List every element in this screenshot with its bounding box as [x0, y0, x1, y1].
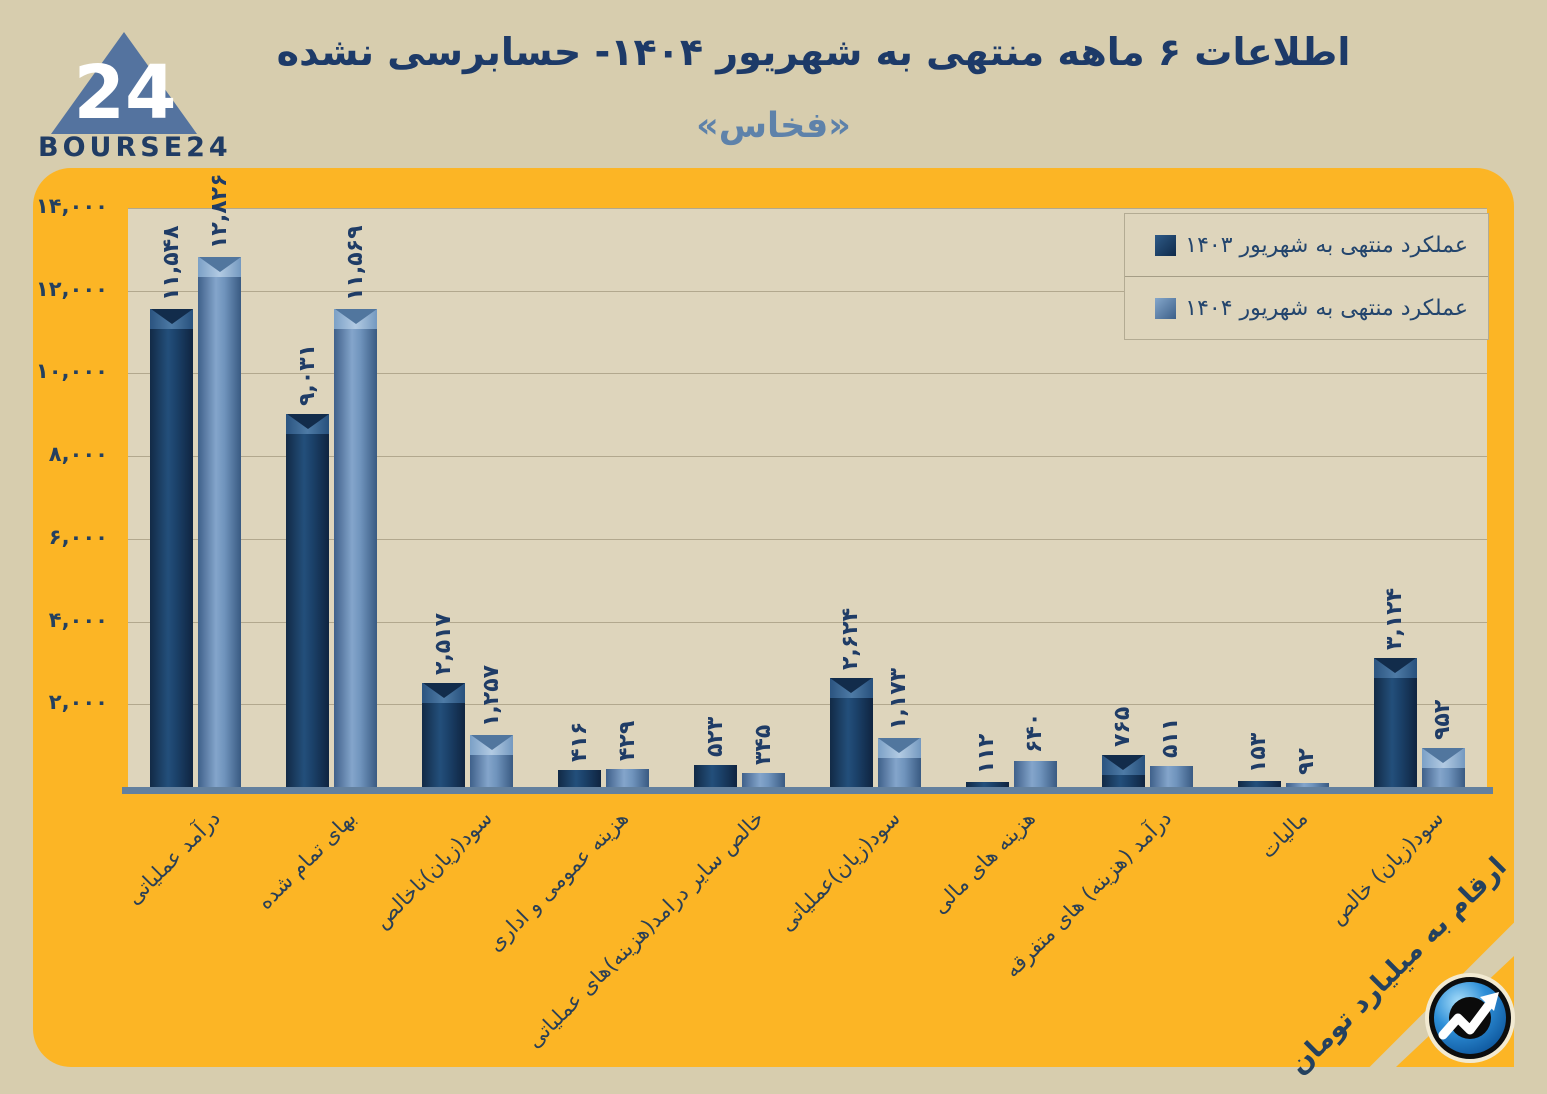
bar-series1-cat2: [470, 735, 514, 787]
bar-series0-cat4: [694, 765, 738, 787]
bar-value-label: ۴۱۶: [566, 721, 592, 762]
bar-cap-notch: [286, 414, 329, 429]
bar-series0-cat7: [1101, 755, 1145, 787]
bar-value-label: ۱,۱۷۳: [886, 667, 912, 730]
bar-series1-cat0: [198, 257, 242, 787]
bar-value-label: ۱,۲۵۷: [478, 664, 504, 727]
gridline: [128, 291, 1487, 292]
bar-cap-notch: [198, 257, 241, 272]
x-axis-baseline: [122, 787, 1493, 794]
bar-series1-cat9: [1421, 748, 1465, 787]
bar-cap-notch: [1102, 755, 1145, 770]
bourse24-logo: 24 BOURSE24: [38, 30, 232, 163]
bar-value-label: ۳۴۵: [750, 724, 776, 765]
bar-cap: [286, 414, 330, 434]
bar-value-label: ۵۲۳: [702, 716, 728, 757]
bar-cap: [1101, 755, 1145, 775]
bar-value-label: ۶۴۰: [1022, 712, 1048, 753]
bar-value-label: ۷۶۵: [1110, 706, 1136, 747]
bar-value-label: ۱۱,۵۶۹: [342, 225, 368, 302]
bar-series1-cat1: [334, 309, 378, 787]
bar-series1-cat4: [742, 773, 786, 787]
bar-series0-cat6: [965, 782, 1009, 787]
bar-cap: [1421, 748, 1465, 768]
legend-swatch-1403-icon: [1155, 234, 1176, 256]
bar-cap-notch: [334, 309, 377, 324]
bar-value-label: ۱۵۳: [1246, 732, 1272, 773]
bar-series0-cat0: [150, 309, 194, 787]
bourse24-trend-icon: [1424, 972, 1516, 1064]
legend-label-1404: عملکرد منتهی به شهریور ۱۴۰۴: [1185, 295, 1468, 321]
bar-cap-notch: [422, 683, 465, 698]
bar-value-label: ۱۲,۸۲۶: [206, 173, 232, 250]
bar-series0-cat8: [1237, 781, 1281, 787]
bar-value-label: ۹۲: [1294, 748, 1320, 775]
gridline: [128, 208, 1487, 209]
legend: عملکرد منتهی به شهریور ۱۴۰۳ عملکرد منتهی…: [1124, 213, 1489, 340]
bar-series1-cat8: [1285, 783, 1329, 787]
bar-cap-notch: [470, 735, 513, 750]
bar-cap: [198, 257, 242, 277]
gridline: [128, 622, 1487, 623]
bar-series1-cat6: [1013, 761, 1057, 787]
gridline: [128, 456, 1487, 457]
bar-value-label: ۳,۱۲۴: [1382, 587, 1408, 650]
bar-cap-notch: [878, 738, 921, 753]
bar-value-label: ۵۱۱: [1158, 717, 1184, 758]
bar-value-label: ۲,۵۱۷: [430, 612, 456, 675]
bourse24-triangle-icon: 24: [49, 30, 199, 136]
bar-series0-cat5: [829, 678, 873, 787]
bar-value-label: ۱۱۲: [974, 733, 1000, 774]
bar-series1-cat5: [877, 738, 921, 787]
legend-item-1403: عملکرد منتهی به شهریور ۱۴۰۳: [1125, 214, 1488, 277]
bar-series0-cat9: [1373, 658, 1417, 787]
legend-label-1403: عملکرد منتهی به شهریور ۱۴۰۳: [1185, 232, 1468, 258]
bar-series0-cat2: [422, 683, 466, 787]
bar-cap-notch: [1374, 658, 1417, 673]
bar-cap: [470, 735, 514, 755]
bar-cap: [829, 678, 873, 698]
bar-series1-cat7: [1149, 766, 1193, 787]
bourse24-wordmark: BOURSE24: [38, 132, 232, 163]
bar-value-label: ۹,۰۳۱: [294, 343, 320, 406]
bar-cap-notch: [1422, 748, 1465, 763]
bar-cap: [150, 309, 194, 329]
bar-series0-cat3: [558, 770, 602, 787]
gridline: [128, 539, 1487, 540]
chart-title: اطلاعات ۶ ماهه منتهی به شهریور ۱۴۰۴- حسا…: [276, 30, 1351, 74]
bar-value-label: ۹۵۲: [1430, 699, 1456, 740]
bar-cap: [877, 738, 921, 758]
svg-text:24: 24: [74, 50, 177, 136]
bar-value-label: ۱۱,۵۴۸: [158, 225, 184, 302]
gridline: [128, 373, 1487, 374]
bar-series1-cat3: [606, 769, 650, 787]
bar-value-label: ۴۲۹: [614, 720, 640, 761]
ticker-subtitle: «فخاس»: [696, 106, 851, 146]
gridline: [128, 704, 1487, 705]
legend-swatch-1404-icon: [1155, 297, 1176, 319]
bar-cap-notch: [150, 309, 193, 324]
bar-cap-notch: [830, 678, 873, 693]
bar-series0-cat1: [286, 414, 330, 787]
bar-cap: [334, 309, 378, 329]
bar-cap: [422, 683, 466, 703]
bar-value-label: ۲,۶۲۴: [838, 607, 864, 670]
legend-item-1404: عملکرد منتهی به شهریور ۱۴۰۴: [1125, 277, 1488, 339]
bar-cap: [1373, 658, 1417, 678]
